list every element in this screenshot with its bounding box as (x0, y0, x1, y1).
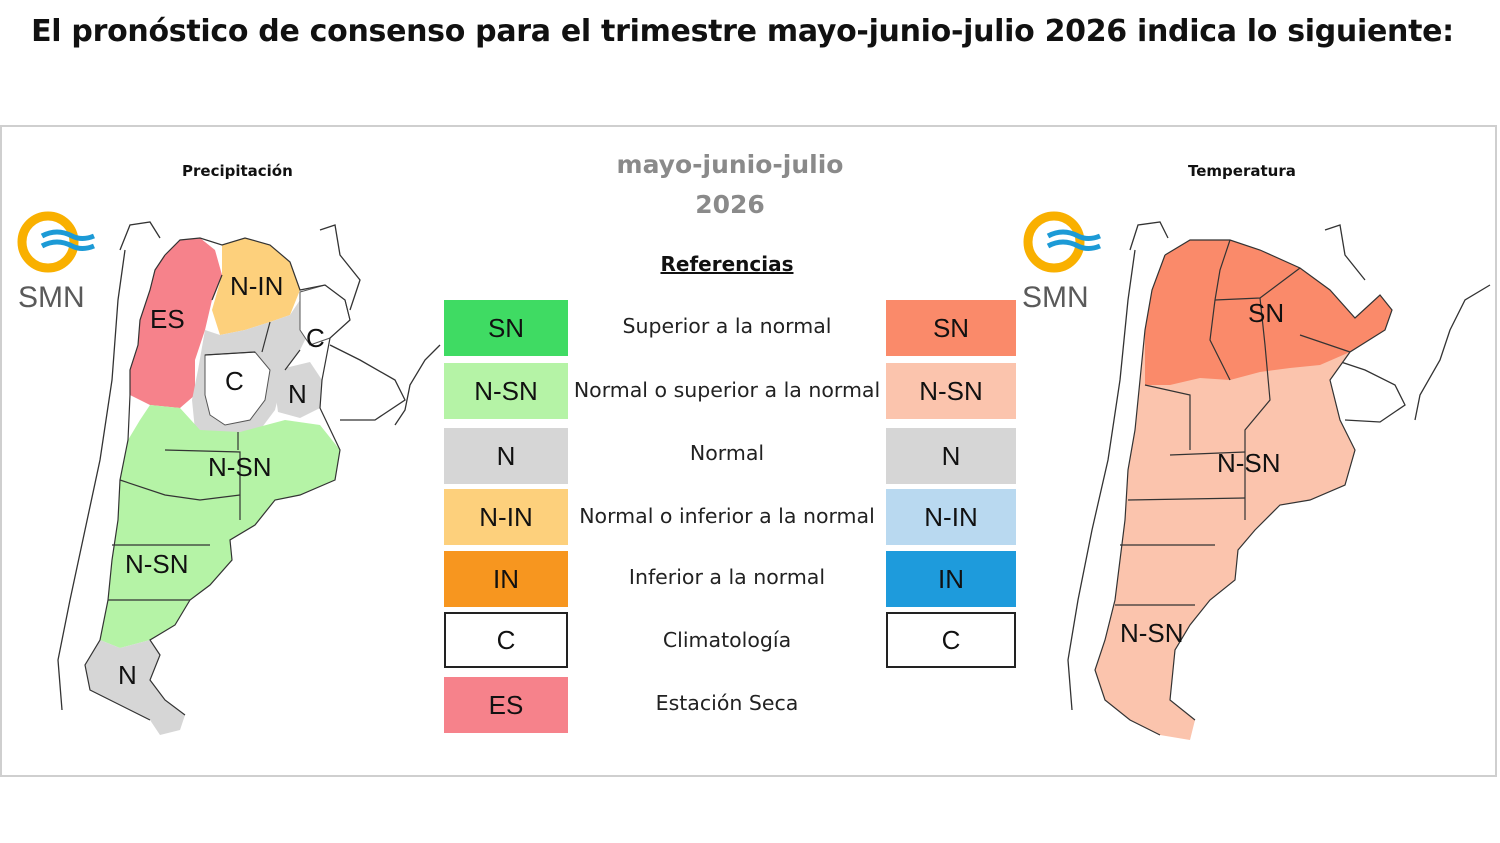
region-n-in (212, 238, 300, 335)
temp-swatch-c: C (886, 612, 1016, 668)
region-c-center (204, 351, 271, 426)
season-label: mayo-junio-julio 2026 (590, 145, 870, 225)
precip-swatch-c: C (444, 612, 568, 668)
temp-swatch-n: N (886, 428, 1016, 484)
temp-swatch-n-sn: N-SN (886, 363, 1016, 419)
region-n-sn (100, 405, 340, 648)
precip-swatch-n: N (444, 428, 568, 484)
legend-label-climatologia: Climatología (662, 628, 792, 652)
references-title: Referencias (660, 252, 794, 276)
legend-label-normal: Normal (689, 441, 765, 465)
temperature-map: SMN SN N-SN N-SN (1022, 211, 1491, 740)
region-es (130, 238, 222, 408)
temp-label-n-sn-south: N-SN (1120, 618, 1184, 648)
season-months: mayo-junio-julio (616, 150, 844, 179)
precip-swatch-n-in: N-IN (444, 489, 568, 545)
smn-logo-text: SMN (1022, 281, 1089, 314)
precipitation-map: SMN N-IN ES C C N N-SN N-SN N (17, 211, 441, 735)
temp-label-sn: SN (1248, 298, 1284, 328)
precip-label-es: ES (150, 304, 185, 334)
precip-label-c-center: C (225, 366, 244, 396)
page-headline: El pronóstico de consenso para el trimes… (31, 14, 1454, 49)
precip-swatch-es: ES (444, 677, 568, 733)
smn-logo-text: SMN (18, 281, 85, 314)
precip-label-n-south: N (118, 660, 137, 690)
province-borders (1094, 239, 1393, 736)
region-sn (1145, 240, 1392, 385)
temp-swatch-in: IN (886, 551, 1016, 607)
precip-label-n-in: N-IN (230, 271, 283, 301)
precip-label-c-ne: C (306, 323, 325, 353)
precip-swatch-in: IN (444, 551, 568, 607)
neighbor-borders (1067, 221, 1491, 711)
smn-logo: SMN (1022, 211, 1101, 314)
temp-swatch-n-in: N-IN (886, 489, 1016, 545)
precip-swatch-n-sn: N-SN (444, 363, 568, 419)
legend-label-inferior: Inferior a la normal (628, 565, 826, 589)
legend-label-normal-inferior: Normal o inferior a la normal (579, 504, 875, 528)
precip-label-n-sn-south: N-SN (125, 549, 189, 579)
temperature-title: Temperatura (1188, 162, 1296, 180)
region-n-south (85, 640, 185, 735)
temp-swatch-sn: SN (886, 300, 1016, 356)
region-n-east (275, 362, 322, 418)
legend-label-estacion-seca: Estación Seca (655, 691, 799, 715)
precipitation-title: Precipitación (182, 162, 293, 180)
precip-swatch-sn: SN (444, 300, 568, 356)
province-borders (84, 237, 351, 721)
precip-label-n-sn-center: N-SN (208, 452, 272, 482)
precip-label-n-east: N (288, 379, 307, 409)
smn-logo: SMN (17, 211, 95, 314)
neighbor-borders (57, 221, 441, 711)
legend-label-superior: Superior a la normal (622, 314, 832, 338)
legend-label-normal-superior: Normal o superior a la normal (573, 378, 881, 402)
season-year: 2026 (695, 190, 765, 219)
temp-label-n-sn-center: N-SN (1217, 448, 1281, 478)
